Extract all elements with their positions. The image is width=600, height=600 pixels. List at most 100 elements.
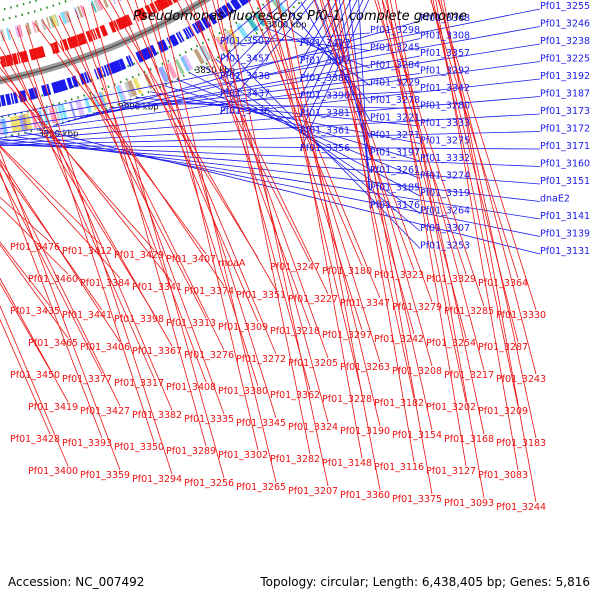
- leader-line: [430, 0, 519, 279]
- gene-label-forward: Pf01_3264: [420, 206, 470, 217]
- gene-label-reverse: Pf01_3297: [322, 330, 372, 341]
- gene-label-reverse: Pf01_3294: [132, 474, 182, 485]
- gene-label-reverse: Pf01_3367: [132, 346, 182, 357]
- leader-line: [212, 0, 329, 423]
- feature-block: [235, 23, 247, 40]
- forward-gene: [210, 12, 218, 24]
- gene-label-forward: Pf01_3229: [370, 78, 420, 89]
- feature-block: [54, 106, 61, 122]
- gene-label-forward: Pf01_3356: [300, 143, 350, 154]
- reverse-gene: [166, 0, 174, 6]
- reverse-gene: [76, 34, 83, 46]
- label-leader-lines: [0, 0, 541, 503]
- gene-label-forward: Pf01_3280: [420, 101, 470, 112]
- kbp-scale-label: 3950 kbp: [38, 130, 78, 140]
- reverse-gene: [133, 11, 140, 22]
- gene-label-reverse: Pf01_3207: [288, 486, 338, 497]
- gene-label-reverse: Pf01_3400: [28, 466, 78, 477]
- gene-label-reverse: Pf01_3242: [374, 334, 424, 345]
- feature-block: [57, 105, 65, 122]
- gene-label-reverse: Pf01_3377: [62, 374, 112, 385]
- feature-block: [201, 44, 212, 60]
- leader-line: [286, 0, 381, 491]
- gene-label-reverse: Pf01_3341: [132, 282, 182, 293]
- forward-gene: [61, 79, 68, 91]
- feature-block: [182, 54, 194, 71]
- gene-label-reverse: Pf01_3243: [496, 374, 546, 385]
- feature-block: [76, 6, 84, 19]
- leader-line: [247, 0, 363, 267]
- gene-label-reverse: Pf01_3345: [236, 418, 286, 429]
- leader-line: [219, 0, 274, 45]
- gene-label-reverse: Pf01_3435: [10, 306, 60, 317]
- leader-line: [117, 0, 259, 323]
- leader-line: [150, 0, 259, 451]
- gene-label-forward: Pf01_3438: [220, 71, 270, 82]
- leader-line: [276, 0, 381, 427]
- leader-line: [225, 0, 329, 487]
- gene-label-reverse: Pf01_3427: [80, 406, 130, 417]
- map-title: Pseudomonas fluorescens Pf0-1, complete …: [133, 9, 467, 24]
- gene-label-reverse: Pf01_3254: [426, 338, 476, 349]
- gene-label-reverse: Pf01_3408: [166, 382, 216, 393]
- reverse-gene: [110, 21, 117, 32]
- forward-gene: [83, 72, 90, 84]
- leader-line: [299, 0, 352, 99]
- forward-gene: [232, 0, 242, 9]
- leader-line: [0, 244, 69, 339]
- gene-label-reverse: Pf01_3279: [392, 302, 442, 313]
- reverse-gene: [7, 54, 13, 66]
- gene-label-reverse: Pf01_3465: [28, 338, 78, 349]
- gene-label-forward: Pf01_3307: [420, 223, 470, 234]
- feature-block: [124, 81, 133, 98]
- feature-block: [77, 98, 85, 115]
- leader-line: [0, 171, 103, 439]
- leader-line: [0, 8, 541, 117]
- leader-line: [0, 145, 541, 150]
- leader-line: [0, 46, 173, 347]
- gene-label-reverse: Pf01_3329: [426, 274, 476, 285]
- forward-gene: [147, 46, 154, 58]
- gene-label-reverse: Pf01_3476: [10, 242, 60, 253]
- reverse-gene: [153, 0, 161, 12]
- gene-label-forward: Pf01_3238: [540, 36, 590, 47]
- gene-label-reverse: Pf01_3208: [392, 366, 442, 377]
- leader-line: [389, 0, 485, 435]
- gene-label-reverse: Pf01_3183: [496, 438, 546, 449]
- kbp-scale-label: 3850 kbp: [195, 66, 235, 76]
- leader-line: [0, 196, 51, 243]
- reverse-gene: [33, 47, 39, 60]
- feature-block: [79, 4, 87, 17]
- leader-line: [299, 0, 370, 152]
- gene-label-reverse: Pf01_3217: [444, 370, 494, 381]
- accession-text: Accession: NC_007492: [8, 575, 145, 589]
- leader-line: [0, 277, 69, 403]
- gene-label-reverse: Pf01_3360: [340, 490, 390, 501]
- gene-label-forward: Pf01_3298: [370, 25, 420, 36]
- feature-block: [48, 106, 58, 124]
- feature-block: [26, 22, 32, 35]
- gene-label-reverse: Pf01_3380: [218, 386, 268, 397]
- gene-label-reverse: Pf01_3362: [270, 390, 320, 401]
- leader-line: [348, 0, 371, 191]
- feature-block: [166, 62, 178, 79]
- gene-label-forward: Pf01_3368: [420, 13, 470, 24]
- gene-label-forward: Pf01_3131: [540, 246, 590, 257]
- leader-line: [108, 0, 277, 291]
- leader-line: [0, 96, 541, 142]
- leader-line: [0, 145, 103, 247]
- gene-label-reverse: Pf01_3083: [478, 470, 528, 481]
- leader-line: [299, 0, 364, 134]
- gene-label-reverse: Pf01_3450: [10, 370, 60, 381]
- leader-line: [126, 0, 277, 355]
- reverse-gene: [108, 21, 116, 33]
- gene-label-reverse: Pf01_3313: [166, 318, 216, 329]
- gene-label-forward: Pf01_3176: [370, 200, 420, 211]
- feature-block: [174, 58, 185, 75]
- leader-line: [334, 0, 415, 463]
- gene-label-forward: Pf01_3342: [420, 83, 470, 94]
- gene-label-reverse: Pf01_3148: [322, 458, 372, 469]
- forward-gene: [128, 55, 134, 66]
- leader-line: [39, 128, 541, 255]
- leader-line: [0, 282, 51, 371]
